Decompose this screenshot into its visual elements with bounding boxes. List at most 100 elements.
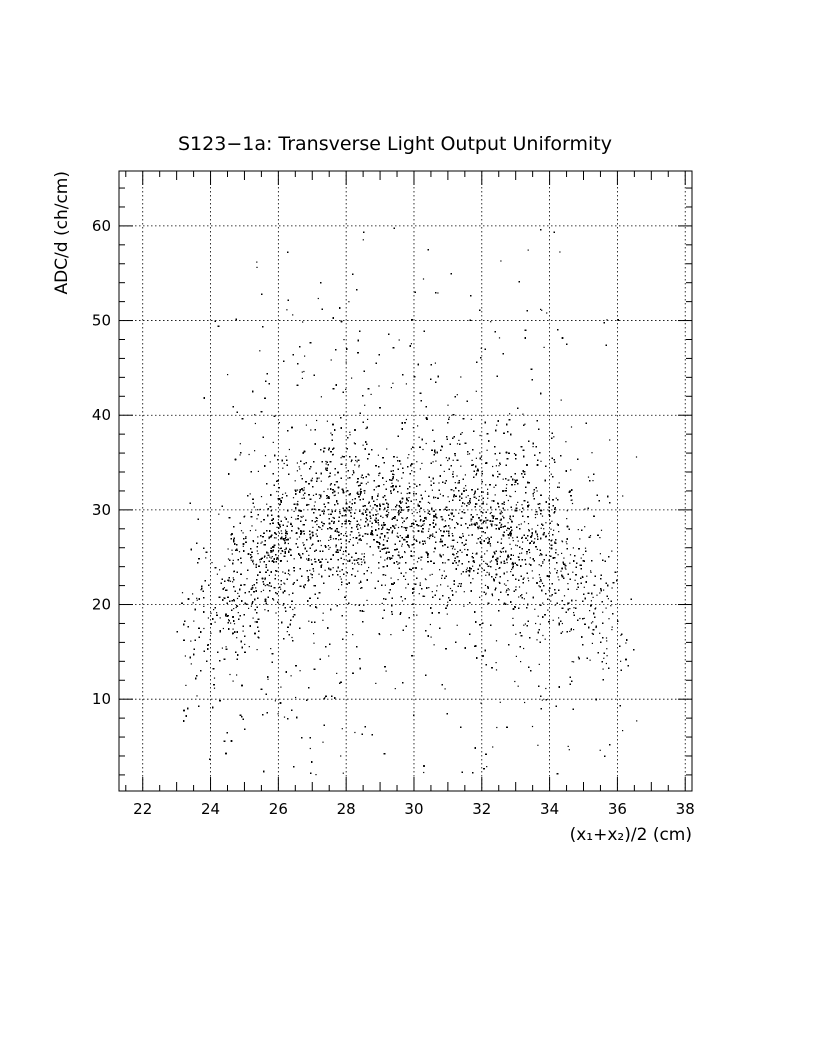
data-point	[396, 479, 398, 481]
data-point	[384, 584, 386, 586]
data-point	[569, 630, 571, 632]
data-point	[464, 503, 466, 505]
data-point	[561, 541, 564, 543]
data-point	[391, 482, 393, 484]
data-point	[320, 480, 322, 482]
data-point	[447, 404, 449, 406]
data-point	[287, 521, 289, 523]
data-point	[399, 562, 401, 564]
data-point	[316, 419, 318, 422]
data-point	[229, 580, 232, 582]
data-point	[540, 580, 542, 582]
data-point	[594, 584, 596, 586]
data-point	[447, 585, 449, 587]
data-point	[257, 470, 259, 472]
data-point	[358, 466, 360, 468]
data-point	[524, 471, 526, 473]
data-point	[603, 589, 605, 591]
data-point	[276, 490, 278, 493]
data-point	[455, 591, 457, 593]
data-point	[463, 487, 465, 489]
data-point	[480, 347, 482, 349]
data-point	[286, 560, 288, 562]
data-point	[310, 429, 312, 431]
data-point	[330, 538, 332, 540]
data-point	[357, 491, 359, 493]
data-point	[625, 642, 627, 644]
data-point	[479, 452, 481, 454]
data-point	[563, 557, 565, 559]
data-point	[537, 615, 539, 617]
data-point	[325, 558, 327, 560]
data-point	[335, 481, 337, 483]
data-point	[582, 554, 584, 556]
data-point	[400, 463, 402, 465]
data-point	[401, 545, 403, 547]
data-point	[268, 537, 270, 540]
data-point	[319, 497, 321, 499]
data-point	[332, 567, 334, 569]
data-point	[403, 526, 405, 529]
data-point	[351, 474, 354, 476]
data-point	[579, 617, 581, 620]
data-point	[522, 413, 524, 415]
data-point	[448, 416, 450, 418]
data-point	[573, 629, 575, 631]
data-point	[196, 599, 198, 601]
data-point	[360, 527, 362, 529]
data-point	[411, 470, 413, 472]
data-point	[495, 640, 498, 642]
data-point	[291, 636, 293, 639]
data-point	[500, 538, 503, 540]
data-point	[333, 494, 335, 497]
data-point	[519, 552, 521, 555]
data-point	[364, 492, 366, 494]
data-point	[478, 525, 480, 527]
data-point	[343, 550, 345, 553]
data-point	[523, 598, 525, 600]
data-point	[185, 684, 187, 686]
data-point	[579, 538, 581, 540]
data-point	[554, 604, 556, 606]
data-point	[290, 516, 293, 518]
data-point	[454, 482, 456, 484]
data-point	[285, 455, 287, 457]
data-point	[502, 478, 504, 480]
data-point	[574, 579, 576, 581]
data-point	[369, 520, 371, 522]
data-point	[539, 580, 541, 583]
data-point	[278, 544, 280, 546]
data-point	[471, 534, 473, 536]
data-point	[540, 527, 542, 529]
data-point	[511, 562, 514, 564]
data-point	[341, 455, 343, 457]
data-point	[376, 505, 378, 508]
data-point	[326, 420, 328, 422]
data-point	[216, 612, 218, 614]
data-point	[558, 617, 560, 619]
data-point	[424, 542, 426, 544]
data-point	[465, 496, 467, 498]
data-point	[548, 589, 550, 591]
data-point	[550, 600, 552, 602]
data-point	[283, 582, 285, 584]
data-point	[254, 450, 256, 452]
data-point	[551, 539, 553, 541]
data-point	[431, 591, 433, 593]
data-point	[260, 542, 262, 544]
data-point	[308, 554, 310, 556]
data-point	[200, 589, 202, 591]
data-point	[326, 497, 328, 499]
data-point	[404, 578, 407, 580]
data-point	[274, 574, 276, 576]
data-point	[356, 481, 358, 484]
data-point	[363, 610, 365, 612]
data-point	[330, 359, 332, 361]
data-point	[254, 422, 256, 425]
data-point	[236, 549, 238, 551]
data-point	[501, 511, 503, 514]
data-point	[544, 638, 546, 640]
data-point	[343, 339, 345, 341]
data-point	[472, 565, 474, 567]
data-point	[397, 526, 400, 529]
